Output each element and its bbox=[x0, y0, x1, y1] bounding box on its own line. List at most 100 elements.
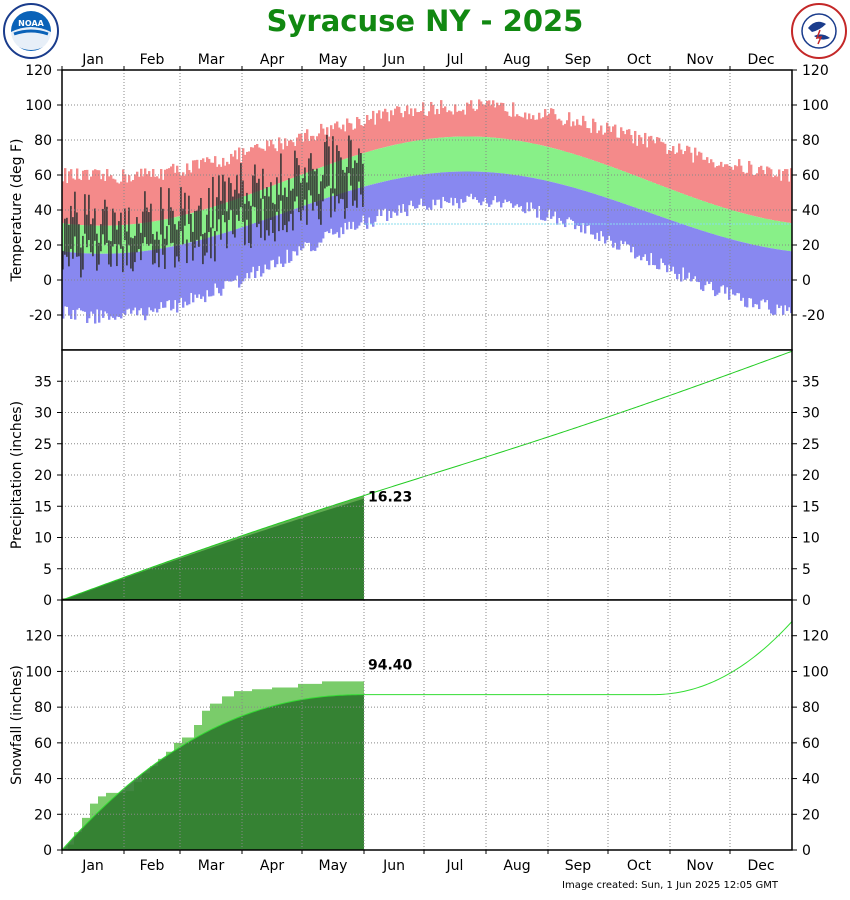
observed-temperature-bar bbox=[138, 223, 140, 250]
record-low-bar bbox=[140, 251, 143, 309]
record-high-bar bbox=[790, 168, 793, 224]
snowfall-y-tick-label: 80 bbox=[34, 700, 52, 716]
record-high-bar bbox=[364, 123, 367, 153]
record-high-bar bbox=[94, 169, 97, 226]
record-high-bar bbox=[572, 121, 575, 154]
record-low-bar bbox=[526, 176, 529, 203]
record-high-bar bbox=[772, 177, 775, 221]
record-high-bar bbox=[728, 165, 731, 210]
record-high-bar bbox=[540, 118, 543, 146]
normal-range-bar bbox=[412, 141, 415, 176]
snowfall-y-tick-label: 120 bbox=[25, 629, 52, 645]
record-high-bar bbox=[694, 147, 697, 199]
record-high-bar bbox=[670, 151, 673, 190]
record-low-bar bbox=[618, 201, 621, 250]
normal-range-bar bbox=[608, 165, 611, 199]
observed-temperature-bar bbox=[102, 208, 104, 235]
observed-temperature-bar bbox=[336, 145, 338, 197]
record-high-bar bbox=[120, 181, 123, 226]
record-low-bar bbox=[500, 173, 503, 208]
record-high-bar bbox=[736, 166, 739, 212]
record-low-bar bbox=[222, 233, 225, 289]
observed-temperature-bar bbox=[238, 193, 240, 221]
record-low-bar bbox=[354, 189, 357, 230]
normal-range-bar bbox=[458, 136, 461, 172]
record-low-bar bbox=[640, 209, 643, 261]
record-low-bar bbox=[422, 174, 425, 207]
observed-temperature-bar bbox=[308, 158, 310, 191]
record-high-bar bbox=[608, 126, 611, 166]
record-low-bar bbox=[126, 252, 129, 310]
observed-temperature-bar bbox=[68, 224, 70, 267]
month-label-top: Jan bbox=[81, 52, 104, 68]
normal-range-bar bbox=[414, 140, 417, 176]
precipitation-value-label: 16.23 bbox=[368, 490, 412, 506]
normal-range-bar bbox=[496, 137, 499, 173]
observed-temperature-bar bbox=[268, 196, 270, 236]
month-label-bottom: Oct bbox=[627, 858, 652, 874]
record-high-bar bbox=[762, 170, 765, 219]
record-low-bar bbox=[440, 172, 443, 209]
observed-temperature-bar bbox=[154, 239, 156, 264]
record-low-bar bbox=[586, 191, 589, 226]
record-low-bar bbox=[446, 172, 449, 203]
observed-temperature-bar bbox=[172, 210, 174, 243]
record-low-bar bbox=[790, 251, 793, 314]
record-high-bar bbox=[376, 113, 379, 150]
record-low-bar bbox=[732, 239, 735, 295]
record-low-bar bbox=[746, 243, 749, 308]
record-high-bar bbox=[290, 139, 293, 179]
record-low-bar bbox=[724, 237, 727, 294]
record-low-bar bbox=[390, 179, 393, 218]
record-high-bar bbox=[198, 168, 201, 212]
record-low-bar bbox=[160, 248, 163, 303]
normal-range-bar bbox=[658, 184, 661, 216]
normal-range-bar bbox=[786, 222, 789, 251]
record-high-bar bbox=[172, 163, 175, 218]
record-high-bar bbox=[532, 115, 535, 144]
observed-temperature-bar bbox=[144, 191, 146, 238]
normal-range-bar bbox=[378, 148, 381, 183]
record-low-bar bbox=[742, 242, 745, 298]
temperature-y-tick-label: 100 bbox=[25, 98, 52, 114]
record-high-bar bbox=[746, 172, 749, 215]
record-low-bar bbox=[228, 231, 231, 282]
record-high-bar bbox=[518, 115, 521, 141]
record-high-bar bbox=[448, 110, 451, 138]
normal-range-bar bbox=[520, 141, 523, 176]
record-high-bar bbox=[118, 183, 121, 226]
temperature-y-tick-label: -20 bbox=[29, 308, 52, 324]
record-high-bar bbox=[286, 145, 289, 181]
record-low-bar bbox=[338, 194, 341, 238]
precipitation-y-tick-label-right: 35 bbox=[802, 374, 820, 390]
observed-temperature-bar bbox=[116, 229, 118, 267]
record-low-bar bbox=[450, 171, 453, 198]
precipitation-y-tick-label-right: 5 bbox=[802, 562, 811, 578]
record-high-bar bbox=[536, 119, 539, 145]
record-high-bar bbox=[630, 135, 633, 175]
record-high-bar bbox=[494, 107, 497, 138]
record-high-bar bbox=[650, 135, 653, 182]
record-low-bar bbox=[628, 205, 631, 245]
record-high-bar bbox=[414, 108, 417, 141]
record-high-bar bbox=[108, 176, 111, 226]
observed-temperature-bar bbox=[162, 208, 164, 255]
record-high-bar bbox=[756, 173, 759, 217]
temperature-y-tick-label-right: 80 bbox=[802, 133, 820, 149]
record-low-bar bbox=[238, 228, 241, 288]
temperature-y-tick-label: 0 bbox=[43, 273, 52, 289]
observed-temperature-bar bbox=[236, 174, 238, 215]
record-high-bar bbox=[266, 140, 269, 188]
record-high-bar bbox=[732, 169, 735, 211]
record-high-bar bbox=[80, 180, 83, 226]
record-low-bar bbox=[224, 232, 227, 282]
observed-temperature-bar bbox=[230, 183, 232, 211]
record-low-bar bbox=[382, 181, 385, 210]
normal-range-bar bbox=[640, 177, 643, 210]
record-low-bar bbox=[708, 232, 711, 284]
normal-range-bar bbox=[524, 141, 527, 177]
normal-range-bar bbox=[434, 138, 437, 174]
normal-range-bar bbox=[348, 157, 351, 191]
normal-range-bar bbox=[780, 221, 783, 250]
record-low-bar bbox=[460, 171, 463, 200]
